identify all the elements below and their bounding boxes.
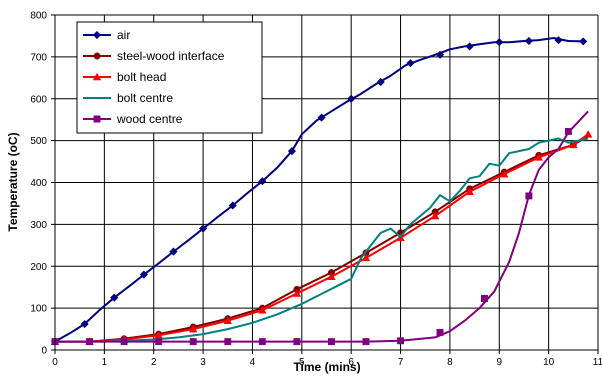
legend-item-air: air [83, 28, 130, 42]
data-point-air [198, 224, 208, 233]
data-point-bolt-head [361, 253, 371, 262]
data-point-wood-centre [189, 338, 197, 346]
data-point-wood-centre [436, 328, 444, 336]
x-tick-label: 3 [200, 357, 206, 368]
data-point-air [169, 247, 178, 256]
legend-marker-wood-centre [93, 115, 101, 123]
legend-label-air: air [117, 28, 130, 42]
data-point-air [287, 146, 297, 156]
data-point-bolt-head [534, 153, 543, 161]
data-point-wood-centre [86, 338, 94, 346]
data-point-bolt-head [465, 187, 474, 196]
series-air [50, 35, 588, 346]
y-tick-label: 700 [30, 52, 47, 63]
y-tick-label: 400 [30, 178, 47, 189]
x-tick-label: 7 [398, 357, 404, 368]
x-tick-label: 0 [52, 357, 58, 368]
x-tick-label: 2 [151, 357, 157, 368]
data-point-bolt-head [188, 324, 198, 333]
data-point-bolt-head [569, 140, 578, 149]
legend-item-steel-wood-interface: steel-wood interface [83, 49, 225, 63]
data-point-wood-centre [224, 338, 232, 346]
y-tick-label: 0 [41, 346, 47, 357]
legend-marker-bolt-head [92, 72, 102, 81]
legend-label-bolt-centre: bolt centre [117, 91, 173, 105]
data-point-bolt-head [583, 130, 593, 138]
x-tick-label: 10 [543, 357, 555, 368]
data-point-air [376, 77, 385, 87]
data-point-air [495, 38, 504, 47]
data-point-wood-centre [362, 338, 370, 346]
legend-item-bolt-centre: bolt centre [83, 91, 173, 105]
legend-marker-air [92, 30, 102, 40]
data-point-air [258, 177, 267, 186]
data-point-bolt-head [430, 211, 440, 220]
data-point-wood-centre [258, 338, 266, 346]
x-tick-label: 9 [496, 357, 502, 368]
data-point-wood-centre [481, 295, 488, 302]
y-tick-label: 100 [30, 304, 47, 315]
y-tick-label: 500 [30, 136, 47, 147]
x-tick-label: 5 [299, 357, 305, 368]
data-point-air [139, 270, 149, 279]
data-point-bolt-head [327, 272, 336, 281]
data-point-bolt-head [223, 316, 232, 324]
data-point-bolt-head [292, 289, 302, 297]
data-point-wood-centre [564, 127, 572, 135]
x-tick-label: 6 [348, 357, 354, 368]
y-tick-label: 300 [30, 220, 47, 231]
data-point-air [406, 59, 415, 68]
data-point-bolt-head [258, 305, 267, 314]
data-point-air [228, 201, 237, 210]
legend-item-wood-centre: wood centre [83, 112, 183, 126]
data-point-wood-centre [397, 337, 404, 345]
data-point-wood-centre [155, 338, 163, 346]
data-point-air [347, 94, 356, 103]
data-point-wood-centre [327, 338, 335, 346]
legend-label-wood-centre: wood centre [116, 112, 183, 126]
legend-item-bolt-head: bolt head [83, 70, 166, 84]
data-point-air [317, 113, 326, 122]
series-bolt-centre [55, 137, 589, 343]
x-tick-label: 4 [250, 357, 256, 368]
legend-label-bolt-head: bolt head [117, 70, 166, 84]
x-tick-label: 11 [593, 357, 602, 368]
y-tick-label: 200 [30, 262, 47, 273]
x-axis-title: Time (mins) [293, 360, 360, 374]
data-point-air [524, 36, 534, 46]
data-point-wood-centre [293, 338, 301, 346]
data-point-air [110, 293, 119, 302]
data-point-air [554, 35, 563, 45]
data-point-air [465, 42, 474, 51]
x-tick-label: 1 [102, 357, 108, 368]
series-line-bolt-centre [55, 137, 589, 343]
y-tick-label: 800 [30, 11, 47, 22]
data-point-bolt-head [499, 169, 509, 178]
y-axis-title: Temperature (oC) [6, 132, 20, 231]
y-tick-label: 600 [30, 94, 47, 105]
data-point-air [435, 50, 445, 59]
legend-label-steel-wood-interface: steel-wood interface [117, 49, 225, 63]
data-point-wood-centre [120, 338, 128, 346]
x-tick-label: 8 [447, 357, 453, 368]
data-point-air [80, 319, 89, 329]
data-point-air [579, 37, 588, 46]
data-point-wood-centre [525, 192, 533, 200]
legend-marker-steel-wood-interface [93, 52, 101, 60]
